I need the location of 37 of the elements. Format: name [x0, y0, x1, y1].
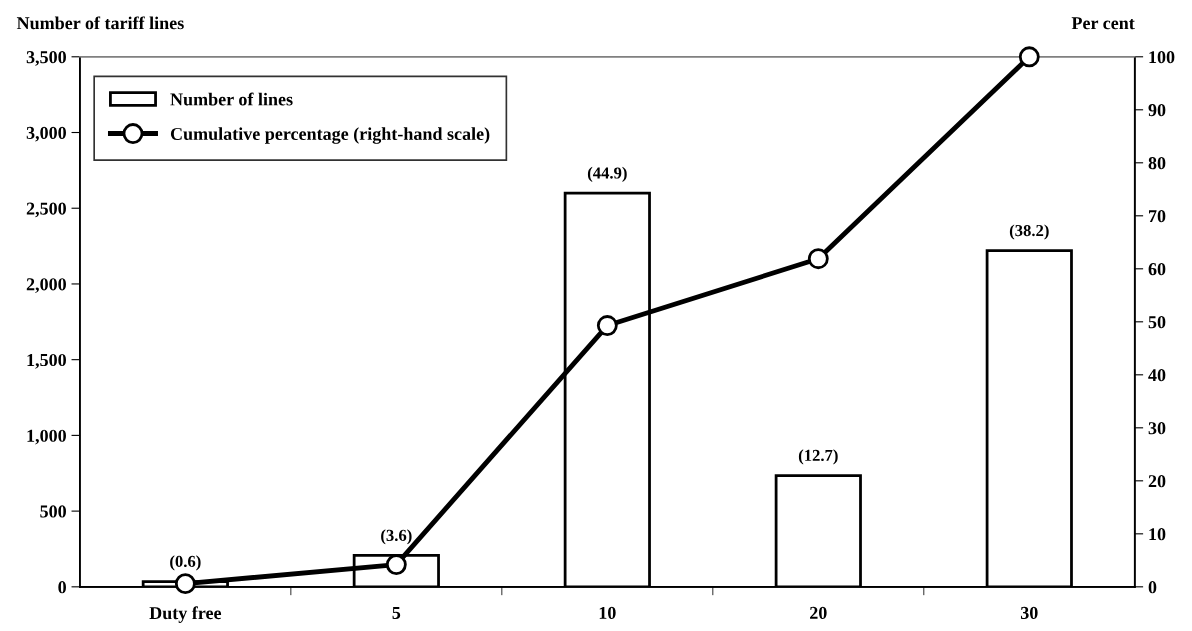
x-tick-label: 5 — [392, 606, 401, 619]
y2-tick-label: 10 — [1149, 528, 1166, 541]
y2-tick-label: 100 — [1149, 51, 1175, 64]
x-tick-label: 20 — [810, 606, 827, 619]
y-tick-label: 1,500 — [27, 353, 66, 369]
legend-label: Number of lines — [170, 92, 293, 106]
y2-tick-label: 50 — [1148, 316, 1166, 329]
x-tick-label: Duty free — [149, 606, 222, 623]
annotation: (44.9) — [587, 166, 627, 182]
x-tick-label: 10 — [599, 606, 616, 619]
y2-tick-label: 20 — [1148, 475, 1166, 488]
y-tick-label: 1,000 — [27, 429, 66, 445]
y2-tick-label: 60 — [1148, 263, 1166, 276]
annotation: (12.7) — [798, 449, 838, 465]
annotation: (3.6) — [381, 529, 412, 545]
point — [1018, 46, 1040, 68]
y2-tick-label: 90 — [1148, 104, 1166, 117]
legend-label: Cumulative percentage (right-hand scale) — [170, 127, 490, 144]
y2-tick-label: 40 — [1148, 369, 1166, 382]
annotation: (0.6) — [170, 555, 201, 571]
point — [807, 248, 829, 270]
y2-tick-label: 0 — [1148, 581, 1157, 594]
y-tick-label: 3,500 — [26, 51, 66, 66]
y2-tick-label: 70 — [1149, 210, 1166, 223]
y-tick-label: 0 — [58, 581, 66, 594]
annotation: (38.2) — [1009, 224, 1049, 240]
y-axis-title: Number of tariff lines — [16, 16, 184, 30]
x-tick-label: 30 — [1020, 606, 1038, 619]
y2-axis-title: Per cent — [1071, 17, 1135, 30]
point — [596, 315, 618, 336]
y2-tick-label: 30 — [1148, 422, 1166, 435]
y-tick-label: 3,000 — [26, 126, 66, 142]
y-tick-label: 2,500 — [26, 202, 66, 218]
y2-tick-label: 80 — [1148, 157, 1166, 170]
y-tick-label: 2,000 — [26, 278, 66, 294]
y-tick-label: 500 — [40, 505, 66, 518]
point — [174, 573, 196, 595]
